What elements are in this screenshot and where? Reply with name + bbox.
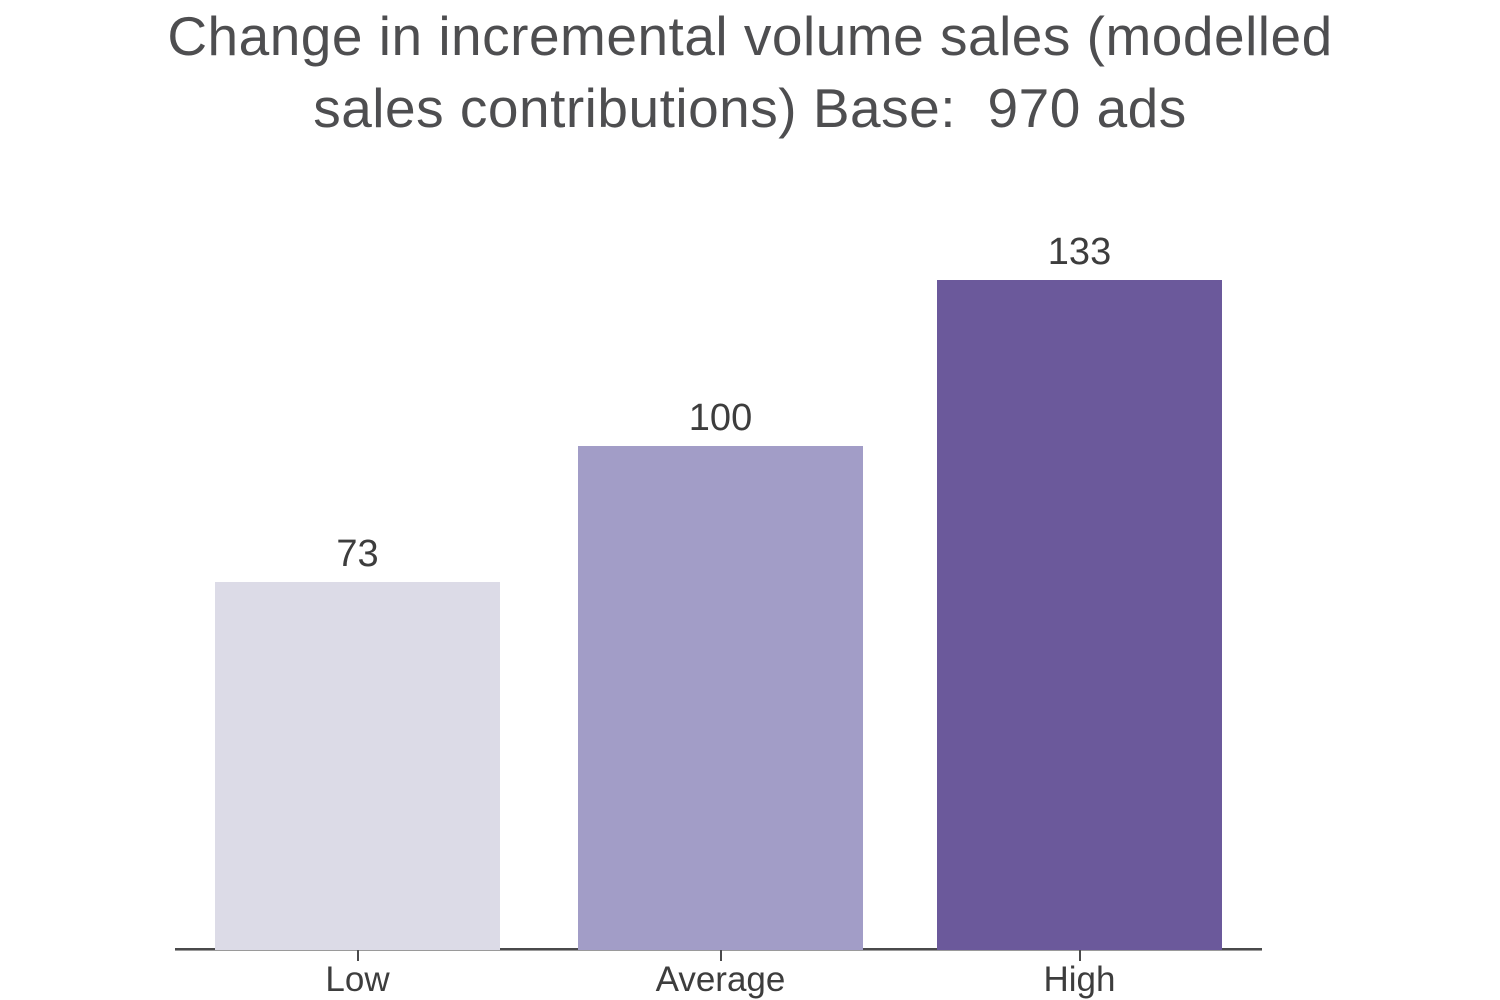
category-label-average: Average (655, 960, 786, 999)
chart-title: Change in incremental volume sales (mode… (0, 0, 1500, 144)
chart-title-line1: Change in incremental volume sales (mode… (167, 5, 1333, 67)
bar-low (215, 582, 500, 950)
category-label-high: High (1043, 960, 1116, 999)
value-label-high: 133 (1047, 231, 1112, 273)
chart-title-line2: sales contributions) Base: 970 ads (313, 77, 1187, 139)
tick-average (719, 950, 722, 961)
bar-high (937, 280, 1222, 950)
value-label-average: 100 (688, 397, 753, 439)
tick-high (1078, 950, 1081, 961)
tick-low (356, 950, 359, 961)
bar-average (578, 446, 863, 950)
value-label-low: 73 (336, 533, 379, 575)
category-label-low: Low (325, 960, 390, 999)
